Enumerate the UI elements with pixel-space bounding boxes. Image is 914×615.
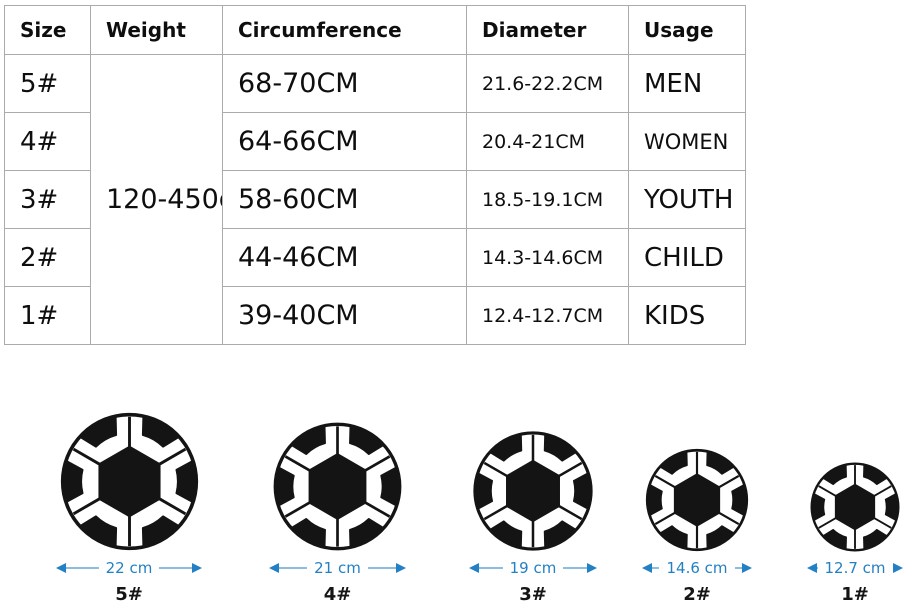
ball-diameter-text: 19 cm: [509, 559, 557, 577]
arrow-right-icon: [893, 563, 903, 573]
dimension-arrow: 22 cm: [56, 560, 202, 576]
ball-figure-1: 12.7 cm 1#: [807, 460, 903, 605]
table-row: 3# 58-60CM 18.5-19.1CM YOUTH: [4, 170, 746, 229]
circumference-cell: 39-40CM: [222, 286, 467, 345]
arrow-left-icon: [807, 563, 817, 573]
soccer-ball-icon: [270, 419, 405, 554]
circumference-cell: 44-46CM: [222, 228, 467, 287]
ball-figure-3: 19 cm 3#: [469, 428, 597, 605]
arrow-right-icon: [742, 563, 752, 573]
circumference-cell: 64-66CM: [222, 112, 467, 171]
usage-cell: YOUTH: [628, 170, 746, 229]
arrow-left-icon: [469, 563, 479, 573]
ball-size-label: 5#: [115, 584, 143, 605]
ball-figure-2: 14.6 cm 2#: [642, 446, 752, 605]
dimension-line: [159, 567, 192, 569]
arrow-right-icon: [396, 563, 406, 573]
dimension-line: [367, 567, 396, 569]
ball-figure-5: 22 cm 5#: [56, 409, 202, 605]
arrow-right-icon: [192, 563, 202, 573]
ball-size-label: 3#: [519, 584, 547, 605]
diameter-cell: 12.4-12.7CM: [466, 286, 629, 345]
usage-cell: KIDS: [628, 286, 746, 345]
dimension-line: [563, 567, 587, 569]
dimension-line: [734, 567, 742, 569]
header-row: Size Weight Circumference Diameter Usage: [4, 5, 746, 55]
dimension-line: [279, 567, 308, 569]
ball-figure-4: 21 cm 4#: [269, 419, 406, 605]
dimension-arrow: 12.7 cm: [807, 560, 903, 576]
soccer-ball-icon: [808, 460, 902, 554]
arrow-right-icon: [587, 563, 597, 573]
table-row: 4# 64-66CM 20.4-21CM WOMEN: [4, 112, 746, 171]
col-header-weight: Weight: [90, 5, 223, 55]
size-cell: 2#: [4, 228, 91, 287]
arrow-left-icon: [642, 563, 652, 573]
col-header-size: Size: [4, 5, 91, 55]
size-cell: 4#: [4, 112, 91, 171]
table-row: 2# 44-46CM 14.3-14.6CM CHILD: [4, 228, 746, 287]
ball-diameter-text: 22 cm: [105, 559, 153, 577]
table-row: 5# 120-450g 68-70CM 21.6-22.2CM MEN: [4, 54, 746, 345]
size-chart-table: Size Weight Circumference Diameter Usage…: [4, 5, 746, 345]
dimension-line: [66, 567, 99, 569]
usage-cell: MEN: [628, 54, 746, 113]
ball-diameter-text: 21 cm: [314, 559, 361, 577]
ball-diameter-text: 12.7 cm: [824, 559, 886, 577]
diameter-cell: 20.4-21CM: [466, 112, 629, 171]
soccer-ball-icon: [643, 446, 751, 554]
diameter-cell: 14.3-14.6CM: [466, 228, 629, 287]
dimension-line: [652, 567, 660, 569]
col-header-usage: Usage: [628, 5, 746, 55]
arrow-left-icon: [269, 563, 279, 573]
dimension-arrow: 14.6 cm: [642, 560, 752, 576]
soccer-ball-icon: [470, 428, 596, 554]
size-cell: 1#: [4, 286, 91, 345]
weight-cell: 120-450g: [90, 54, 223, 345]
arrow-left-icon: [56, 563, 66, 573]
soccer-ball-icon: [57, 409, 202, 554]
circumference-cell: 68-70CM: [222, 54, 467, 113]
size-cell: 3#: [4, 170, 91, 229]
ball-size-label: 1#: [841, 584, 869, 605]
dimension-arrow: 19 cm: [469, 560, 597, 576]
diameter-cell: 21.6-22.2CM: [466, 54, 629, 113]
ball-size-label: 4#: [323, 584, 352, 605]
ball-diameter-text: 14.6 cm: [666, 559, 728, 577]
circumference-cell: 58-60CM: [222, 170, 467, 229]
diameter-cell: 18.5-19.1CM: [466, 170, 629, 229]
table-row: 1# 39-40CM 12.4-12.7CM KIDS: [4, 286, 746, 345]
dimension-arrow: 21 cm: [269, 560, 406, 576]
col-header-diameter: Diameter: [466, 5, 629, 55]
usage-cell: WOMEN: [628, 112, 746, 171]
col-header-circumference: Circumference: [222, 5, 467, 55]
size-cell: 5#: [4, 54, 91, 113]
usage-cell: CHILD: [628, 228, 746, 287]
dimension-line: [479, 567, 503, 569]
ball-size-label: 2#: [683, 584, 711, 605]
